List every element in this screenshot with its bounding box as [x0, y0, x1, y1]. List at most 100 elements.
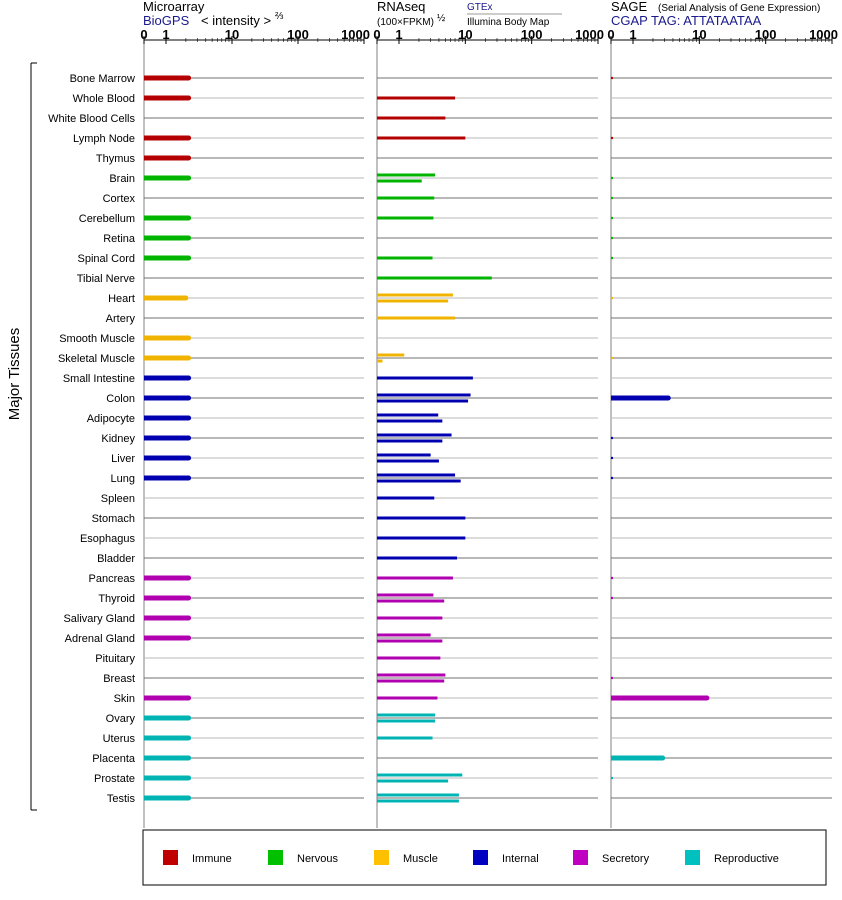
- tissue-label: Spleen: [101, 493, 135, 505]
- sage-tick-label-1: 1: [629, 27, 636, 42]
- microarray-bar-cap: [186, 695, 192, 701]
- rnaseq-bar: [377, 576, 453, 580]
- tissue-label: Whole Blood: [73, 93, 135, 105]
- microarray-bar-cap: [186, 575, 192, 581]
- rnaseq-bar: [377, 793, 459, 797]
- microarray-bar: [144, 215, 189, 221]
- sage-bar-cap: [660, 755, 666, 761]
- rnaseq-tick-label-1: 1: [395, 27, 402, 42]
- microarray-bar: [144, 795, 189, 801]
- tissue-label: Prostate: [94, 773, 135, 785]
- tissue-label: Skin: [114, 693, 135, 705]
- microarray-bar: [144, 175, 189, 181]
- microarray-bar: [144, 235, 189, 241]
- rnaseq-bar: [377, 656, 441, 660]
- rnaseq-bar: [377, 536, 466, 540]
- rnaseq-bar: [377, 419, 443, 423]
- legend-label-immune: Immune: [192, 853, 232, 865]
- microarray-bar: [144, 455, 189, 461]
- microarray-tick-label-1: 1: [162, 27, 169, 42]
- tissue-label: Heart: [108, 293, 135, 305]
- microarray-bar-cap: [186, 595, 192, 601]
- microarray-exponent: ⅔: [275, 11, 284, 22]
- tissue-label: Adipocyte: [87, 413, 135, 425]
- sage-bar-dot: [610, 476, 614, 480]
- microarray-title: Microarray: [143, 0, 205, 14]
- microarray-bar: [144, 95, 189, 101]
- sage-bar-dot: [610, 776, 614, 780]
- rnaseq-bar: [377, 673, 446, 677]
- rnaseq-bar: [377, 353, 405, 357]
- rnaseq-bar: [377, 459, 439, 463]
- rnaseq-bar: [377, 439, 443, 443]
- legend-swatch-secretory: [573, 850, 588, 865]
- microarray-measure: < intensity >: [201, 13, 271, 28]
- microarray-bar-cap: [186, 75, 192, 81]
- tissue-label: Salivary Gland: [63, 613, 135, 625]
- sage-tick-label-100: 100: [755, 27, 777, 42]
- sage-bar-dot: [610, 576, 614, 580]
- y-axis-label: Major Tissues: [6, 328, 23, 421]
- tissue-label: Cortex: [103, 193, 136, 205]
- microarray-bar: [144, 375, 189, 381]
- rnaseq-bar: [377, 399, 469, 403]
- tissue-label: Breast: [103, 673, 135, 685]
- rnaseq-bar: [377, 393, 471, 397]
- tissue-label: Lung: [111, 473, 135, 485]
- microarray-bar: [144, 135, 189, 141]
- rnaseq-title: RNAseq: [377, 0, 425, 14]
- sage-tag: CGAP TAG: ATTATAATAA: [611, 13, 762, 28]
- rnaseq-bar: [377, 136, 466, 140]
- rnaseq-bar: [377, 616, 443, 620]
- legend-label-nervous: Nervous: [297, 853, 338, 865]
- rnaseq-bar: [377, 96, 456, 100]
- tissue-label: Bone Marrow: [70, 73, 135, 85]
- rnaseq-bar: [377, 433, 452, 437]
- rnaseq-bar: [377, 516, 466, 520]
- tissue-label: Liver: [111, 453, 135, 465]
- rnaseq-source-illumina: Illumina Body Map: [467, 17, 550, 28]
- tissue-label: Placenta: [92, 753, 136, 765]
- tissue-label: Smooth Muscle: [59, 333, 135, 345]
- microarray-bar: [144, 615, 189, 621]
- tissue-label: Brain: [109, 173, 135, 185]
- rnaseq-bar: [377, 679, 445, 683]
- microarray-bar: [144, 255, 189, 261]
- microarray-bar: [144, 295, 186, 301]
- microarray-bar: [144, 575, 189, 581]
- rnaseq-unit: (100×FPKM): [377, 17, 434, 28]
- rnaseq-bar: [377, 599, 445, 603]
- rnaseq-bar: [377, 799, 459, 803]
- rnaseq-bar: [377, 639, 443, 643]
- microarray-tick-label-0: 0: [140, 27, 147, 42]
- microarray-bar-cap: [186, 775, 192, 781]
- rnaseq-tick-label-0: 0: [373, 27, 380, 42]
- sage-title: SAGE: [611, 0, 647, 14]
- microarray-bar: [144, 595, 189, 601]
- tissue-label: Bladder: [97, 553, 135, 565]
- tissue-label: Pituitary: [95, 653, 135, 665]
- tissue-label: Tibial Nerve: [77, 273, 135, 285]
- tissue-label: Kidney: [101, 433, 135, 445]
- microarray-bar: [144, 435, 189, 441]
- rnaseq-bar: [377, 713, 436, 717]
- rnaseq-tick-label-100: 100: [521, 27, 543, 42]
- sage-bar-dot: [610, 356, 614, 360]
- rnaseq-exponent: ½: [437, 13, 446, 24]
- tissue-label: Cerebellum: [79, 213, 135, 225]
- microarray-bar: [144, 755, 189, 761]
- sage-tick-label-0: 0: [607, 27, 614, 42]
- sage-bar-dot: [610, 596, 614, 600]
- tissue-label: Thymus: [96, 153, 136, 165]
- microarray-bar: [144, 155, 189, 161]
- tissue-label: Spinal Cord: [78, 253, 135, 265]
- microarray-bar-cap: [186, 415, 192, 421]
- tissue-label: Retina: [103, 233, 136, 245]
- legend-label-secretory: Secretory: [602, 853, 650, 865]
- rnaseq-bar: [377, 413, 439, 417]
- microarray-bar: [144, 715, 189, 721]
- tissue-label: Colon: [106, 393, 135, 405]
- tissue-label: Adrenal Gland: [65, 633, 135, 645]
- microarray-bar-cap: [183, 295, 189, 301]
- tissue-label: Pancreas: [89, 573, 136, 585]
